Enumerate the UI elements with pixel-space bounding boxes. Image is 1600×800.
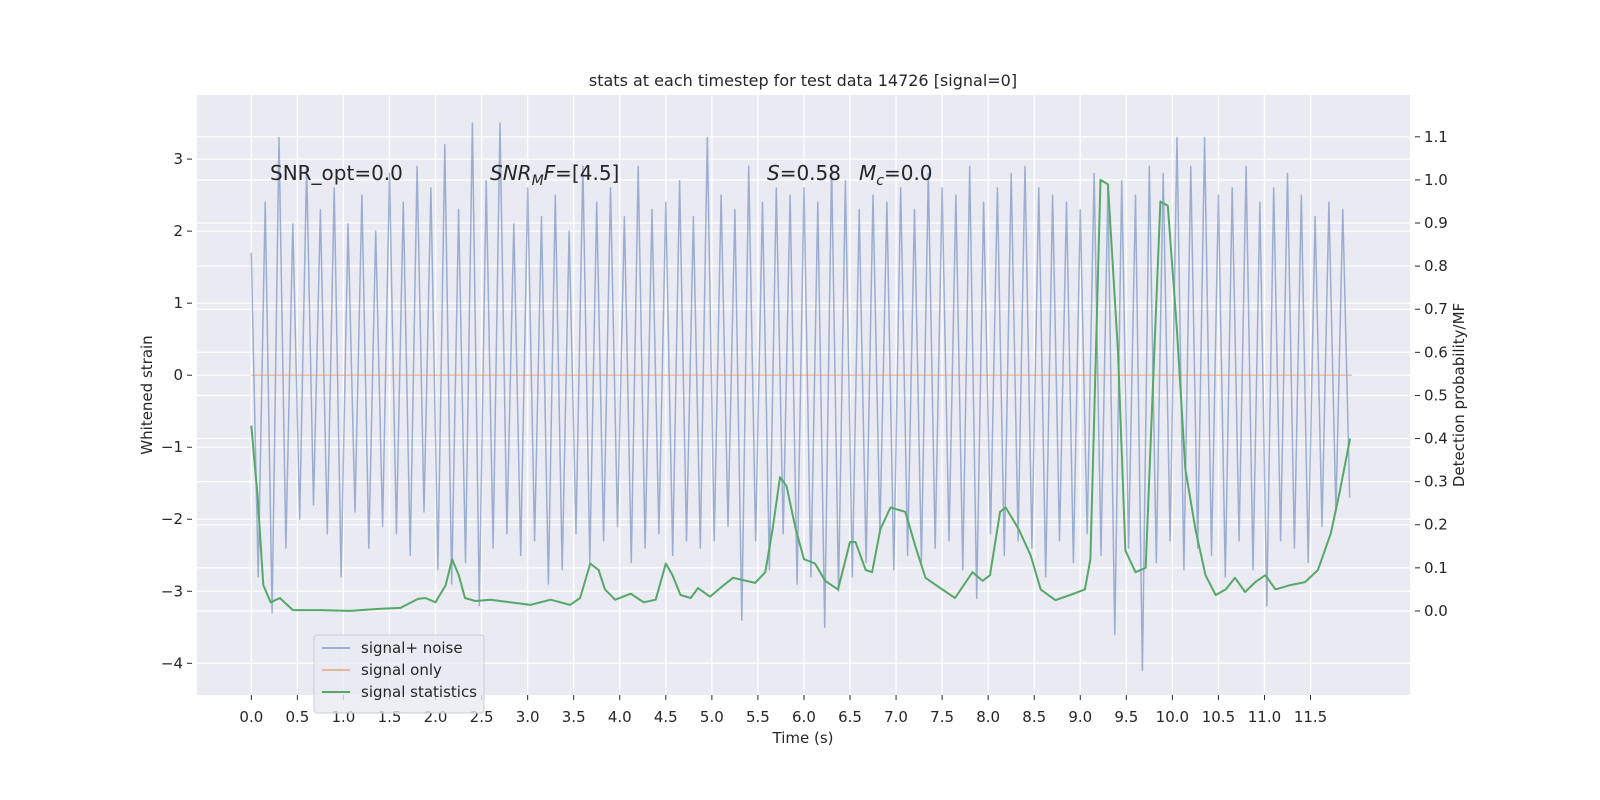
- legend-label: signal+ noise: [361, 639, 463, 657]
- y2-tick-label: 0.3: [1424, 473, 1448, 491]
- y2-tick-label: 1.1: [1424, 128, 1448, 146]
- y-tick-label: −3: [161, 582, 183, 600]
- x-tick-label: 3.5: [562, 708, 586, 726]
- x-tick-label: 8.5: [1022, 708, 1046, 726]
- series-line: [250, 122, 1351, 672]
- y2-tick-label: 0.8: [1424, 257, 1448, 275]
- annotation-part: M: [532, 173, 544, 189]
- y-tick-label: 2: [173, 222, 183, 240]
- y2-axis-label: Detection probability/MF: [1450, 303, 1468, 487]
- chart-title: stats at each timestep for test data 147…: [589, 71, 1017, 90]
- annotation: Mc=0.0: [859, 161, 933, 189]
- annotation-part: =0.58: [780, 161, 841, 185]
- axes: 0.0 0.5 1.0 1.5 2.0 2.5 3.0 3.5 4.0 4.5 5.0 5.5 6.0 6…: [161, 128, 1448, 726]
- series-line: [250, 178, 1352, 612]
- annotation-part: M: [859, 161, 876, 185]
- y2-tick-label: 0.4: [1424, 430, 1448, 448]
- x-tick-label: 10.0: [1156, 708, 1189, 726]
- x-tick-label: 10.5: [1202, 708, 1235, 726]
- x-tick-label: 11.0: [1248, 708, 1281, 726]
- y2-tick-label: 0.1: [1424, 559, 1448, 577]
- annotation-part: SNR: [490, 161, 532, 185]
- legend: signal+ noise signal only signal statistic…: [313, 634, 485, 714]
- x-tick-label: 4.0: [608, 708, 632, 726]
- legend-label: signal only: [361, 661, 442, 679]
- data: [250, 122, 1352, 672]
- y2-tick-label: 0.0: [1424, 602, 1448, 620]
- x-axis-label: Time (s): [772, 729, 834, 747]
- y2-tick-label: 0.5: [1424, 386, 1448, 404]
- x-tick-label: 6.0: [792, 708, 816, 726]
- annotation: SNRMF=[4.5]: [490, 161, 619, 189]
- annotation-part: =[4.5]: [555, 161, 619, 185]
- y2-tick-label: 0.2: [1424, 516, 1448, 534]
- y-tick-label: 3: [173, 150, 183, 168]
- x-tick-label: 5.0: [700, 708, 724, 726]
- x-tick-label: 4.5: [654, 708, 678, 726]
- annotation-part: =0.0: [884, 161, 933, 185]
- y2-tick-label: 0.9: [1424, 214, 1448, 232]
- legend-box: [313, 634, 485, 714]
- x-tick-label: 11.5: [1294, 708, 1327, 726]
- y-tick-label: −4: [161, 654, 183, 672]
- x-tick-label: 7.5: [930, 708, 954, 726]
- x-tick-label: 0.5: [285, 708, 309, 726]
- y-axis-label: Whitened strain: [138, 335, 156, 454]
- y2-tick-label: 0.6: [1424, 343, 1448, 361]
- x-tick-label: 8.0: [976, 708, 1000, 726]
- annotation-part: F: [544, 161, 556, 185]
- y-tick-label: 1: [173, 294, 183, 312]
- annotation: SNR_opt=0.0: [270, 161, 403, 185]
- annotation-part: SNR_opt=0.0: [270, 161, 403, 185]
- annotation-part: c: [876, 173, 884, 189]
- x-tick-label: 9.0: [1068, 708, 1092, 726]
- x-tick-label: 6.5: [838, 708, 862, 726]
- x-tick-label: 9.5: [1114, 708, 1138, 726]
- y2-tick-label: 0.7: [1424, 300, 1448, 318]
- y-tick-label: 0: [173, 366, 183, 384]
- annotation: S=0.58: [767, 161, 841, 185]
- x-tick-label: 7.0: [884, 708, 908, 726]
- annotation-part: S: [767, 161, 780, 185]
- x-tick-label: 5.5: [746, 708, 770, 726]
- y-tick-label: −2: [161, 510, 183, 528]
- y-tick-label: −1: [161, 438, 183, 456]
- legend-label: signal statistics: [361, 683, 477, 701]
- y2-tick-label: 1.0: [1424, 171, 1448, 189]
- x-tick-label: 0.0: [239, 708, 263, 726]
- x-tick-label: 3.0: [516, 708, 540, 726]
